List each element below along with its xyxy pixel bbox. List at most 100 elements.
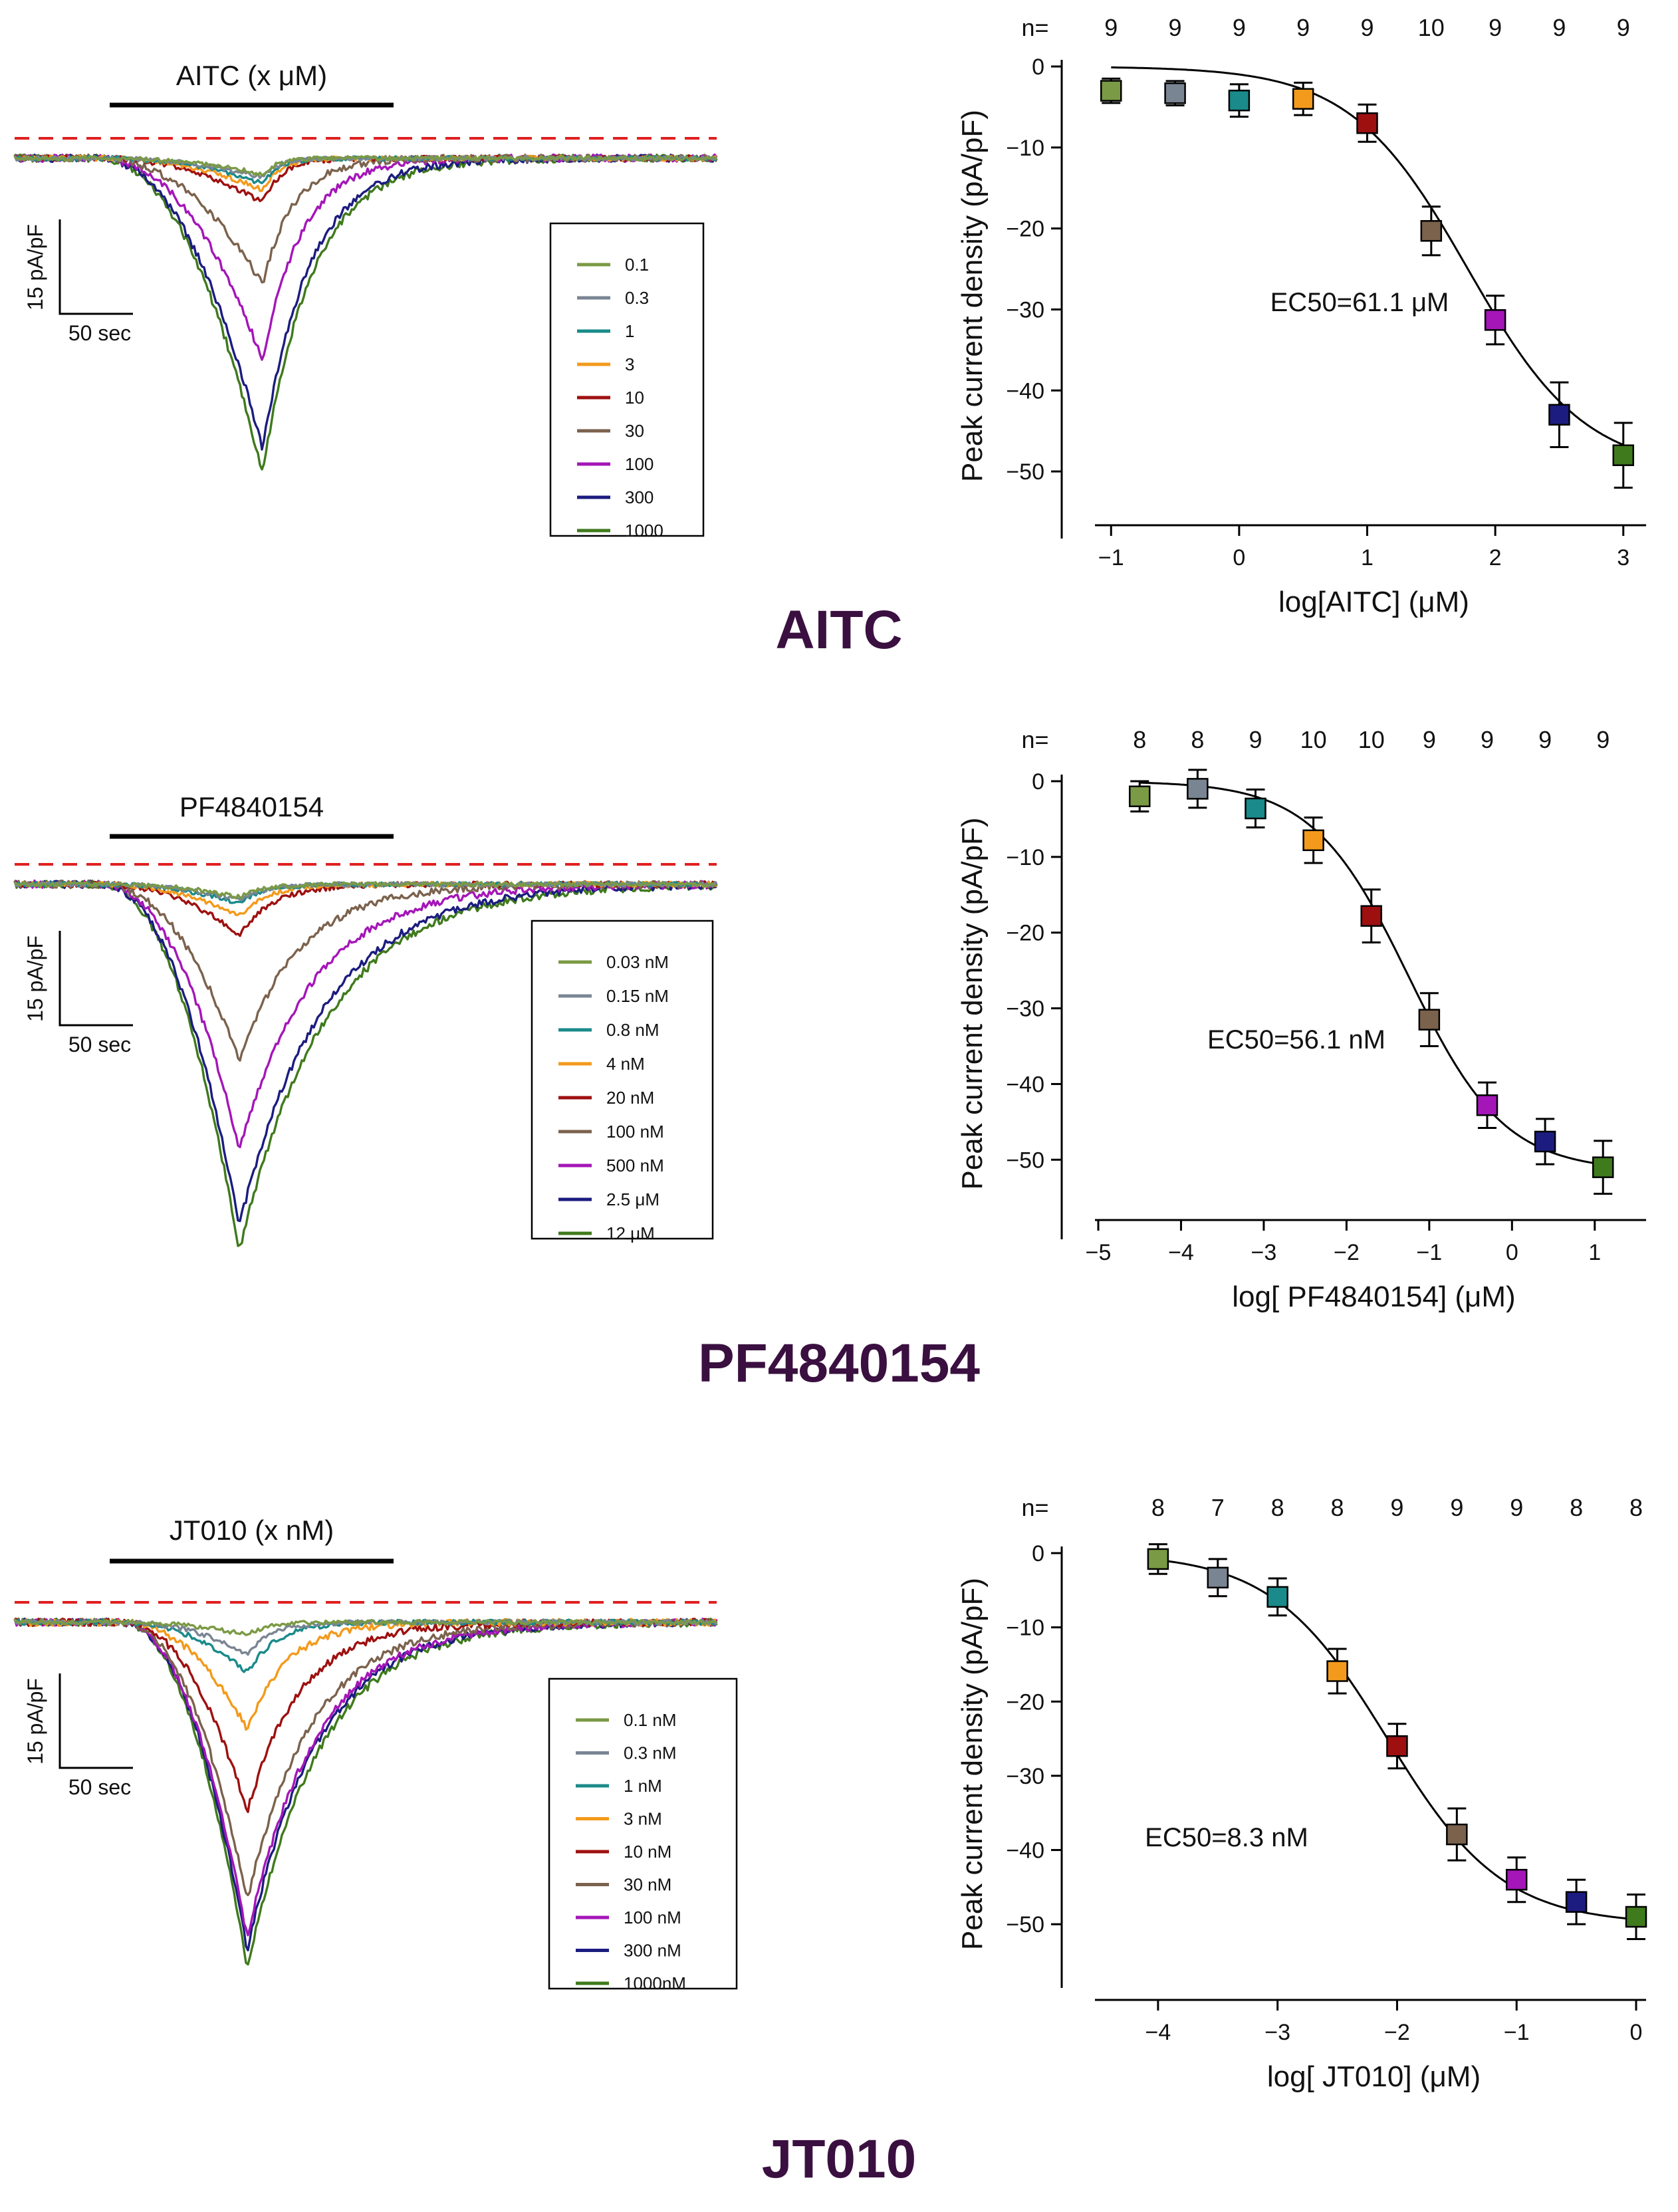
legend-box	[549, 222, 705, 537]
n-count-3: 9	[1249, 726, 1262, 753]
x-tick-label-0: −5	[1086, 1240, 1112, 1265]
n-count-2: 7	[1211, 1494, 1225, 1521]
n-count-7: 9	[1481, 726, 1494, 753]
y-tick-label-5: −50	[1006, 459, 1044, 485]
data-point-8	[1548, 404, 1570, 426]
data-point-1	[1128, 785, 1151, 808]
y-tick-label-3: −30	[1006, 997, 1044, 1022]
x-tick-label-4: −1	[1416, 1240, 1442, 1265]
legend-label-1: 0.03 nM	[606, 952, 669, 972]
data-point-3	[1228, 89, 1251, 112]
legend-label-9: 12 μM	[606, 1223, 655, 1243]
hill-fit-curve	[1139, 781, 1604, 1166]
legend-label-1: 0.1 nM	[624, 1710, 677, 1730]
n-count-4: 10	[1300, 726, 1327, 753]
y-tick-label-0: 0	[1032, 1541, 1044, 1566]
scale-x-label: 50 sec	[68, 1775, 131, 1799]
legend-label-9: 1000nM	[624, 1973, 686, 1993]
n-count-3: 9	[1233, 14, 1246, 41]
ec50-label: EC50=8.3 nM	[1145, 1823, 1308, 1852]
legend-label-2: 0.3 nM	[624, 1743, 677, 1763]
pf4840154-panel: PF4840154 15 pA/pF 50 sec 0.03 nM 0.15 nM 0.8…	[13, 726, 1646, 1394]
x-tick-label-2: 1	[1361, 545, 1374, 570]
n-count-4: 9	[1296, 14, 1310, 41]
n-count-1: 8	[1133, 726, 1146, 753]
data-point-4	[1302, 829, 1324, 852]
data-point-4	[1326, 1660, 1348, 1682]
ec50-label: EC50=56.1 nM	[1207, 1025, 1385, 1054]
y-tick-label-5: −50	[1006, 1912, 1044, 1937]
legend-label-3: 0.8 nM	[606, 1020, 659, 1040]
data-point-5	[1356, 112, 1378, 134]
x-axis-title: log[AITC] (μM)	[1278, 586, 1469, 618]
n-count-4: 8	[1331, 1494, 1344, 1521]
data-point-9	[1612, 444, 1634, 466]
drug-application-label: JT010 (x nM)	[170, 1515, 334, 1546]
y-tick-label-2: −20	[1006, 217, 1044, 242]
y-axis-title: Peak current density (pA/pF)	[956, 110, 989, 482]
data-point-7	[1484, 309, 1506, 331]
n-count-7: 9	[1489, 14, 1502, 41]
n-count-6: 10	[1418, 14, 1445, 41]
y-tick-label-4: −40	[1006, 378, 1044, 404]
data-point-4	[1292, 88, 1314, 110]
x-tick-label-3: −1	[1504, 2020, 1530, 2045]
jt010-traces: JT010 (x nM) 15 pA/pF 50 sec 0.1 nM 0.3 nM 1 …	[13, 1515, 738, 1993]
trace-legend: 0.03 nM 0.15 nM 0.8 nM 4 nM 20 nM 100 nM 500 n…	[531, 920, 714, 1243]
jt010-panel: JT010 (x nM) 15 pA/pF 50 sec 0.1 nM 0.3 nM 1 …	[13, 1494, 1647, 2189]
current-trace-1	[13, 155, 718, 177]
data-point-5	[1360, 905, 1382, 927]
n-count-3: 8	[1271, 1494, 1284, 1521]
data-point-1	[1147, 1548, 1169, 1570]
y-axis-title: Peak current density (pA/pF)	[956, 1578, 989, 1950]
y-tick-label-4: −40	[1006, 1072, 1044, 1097]
data-point-6	[1446, 1823, 1468, 1846]
n-prefix: n=	[1021, 726, 1048, 753]
legend-box	[531, 920, 714, 1240]
data-point-1	[1100, 80, 1122, 102]
n-count-2: 8	[1191, 726, 1204, 753]
scale-bar	[59, 1673, 133, 1769]
data-point-5	[1386, 1735, 1408, 1757]
legend-label-8: 300 nM	[624, 1941, 681, 1961]
n-count-1: 9	[1104, 14, 1118, 41]
scale-bar	[59, 931, 133, 1027]
legend-label-3: 1 nM	[624, 1776, 662, 1796]
n-count-9: 9	[1596, 726, 1610, 753]
n-count-8: 9	[1538, 726, 1552, 753]
data-point-6	[1420, 220, 1443, 242]
legend-label-9: 1000	[625, 521, 663, 541]
x-tick-label-1: −3	[1264, 2020, 1290, 2045]
legend-label-1: 0.1	[625, 255, 649, 275]
ec50-label: EC50=61.1 μM	[1270, 288, 1449, 317]
x-tick-label-1: 0	[1233, 545, 1245, 570]
y-tick-label-1: −10	[1006, 1616, 1044, 1641]
x-tick-label-6: 1	[1588, 1240, 1601, 1265]
x-tick-label-3: −2	[1334, 1240, 1360, 1265]
x-tick-label-3: 2	[1489, 545, 1502, 570]
section-title: AITC	[775, 600, 902, 660]
data-point-2	[1164, 82, 1186, 104]
data-point-8	[1565, 1891, 1588, 1913]
legend-label-7: 100 nM	[624, 1907, 681, 1927]
x-axis-title: log[ PF4840154] (μM)	[1232, 1281, 1515, 1313]
x-tick-label-2: −2	[1384, 2020, 1410, 2045]
aitc-traces: AITC (x μM) 15 pA/pF 50 sec 0.1 0.3 1 3 10 30 100…	[13, 60, 718, 541]
legend-label-6: 100 nM	[606, 1122, 664, 1142]
y-tick-label-2: −20	[1006, 921, 1044, 946]
n-prefix: n=	[1021, 14, 1048, 41]
n-count-9: 8	[1629, 1494, 1643, 1521]
n-count-8: 9	[1552, 14, 1566, 41]
scale-x-label: 50 sec	[68, 1033, 131, 1056]
n-count-6: 9	[1423, 726, 1436, 753]
trace-legend: 0.1 nM 0.3 nM 1 nM 3 nM 10 nM 30 nM 100 nM 300 …	[548, 1677, 738, 1993]
legend-label-6: 30 nM	[624, 1875, 671, 1895]
data-point-2	[1207, 1566, 1229, 1589]
x-tick-label-1: −4	[1168, 1240, 1194, 1265]
y-axis-title: Peak current density (pA/pF)	[956, 817, 989, 1189]
n-count-5: 9	[1360, 14, 1374, 41]
legend-label-8: 2.5 μM	[606, 1189, 659, 1209]
